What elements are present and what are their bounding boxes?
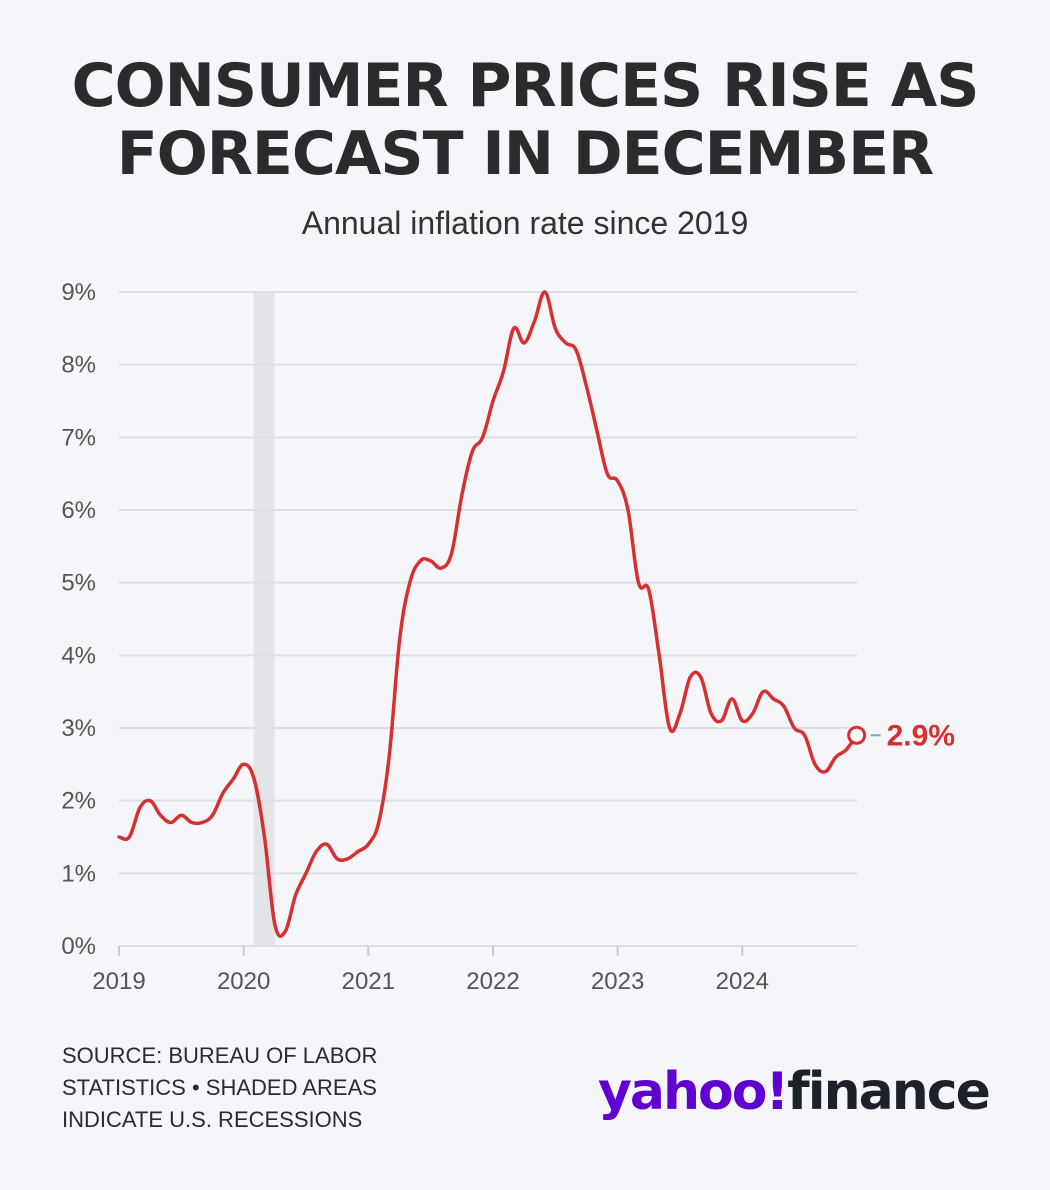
logo-product: finance: [787, 1062, 991, 1122]
y-axis-ticks: 0% 1% 2% 3% 4% 5% 6% 7% 8% 9%: [61, 279, 96, 960]
y-tick-label: 9%: [61, 279, 96, 306]
y-tick-label: 2%: [61, 788, 96, 815]
chart-title-line-1: CONSUMER PRICES RISE AS: [71, 51, 980, 121]
inflation-series-line: [117, 290, 859, 938]
y-tick-label: 5%: [61, 570, 96, 597]
y-tick-label: 6%: [61, 497, 96, 524]
end-point-marker: [847, 725, 867, 745]
series-line-group: [117, 290, 859, 938]
y-tick-label: 4%: [61, 642, 96, 669]
recession-band-1: [253, 292, 275, 946]
yahoo-finance-logo: yahoo!finance: [598, 1060, 998, 1124]
chart-title-line-2: FORECAST IN DECEMBER: [116, 119, 935, 189]
y-tick-label: 8%: [61, 352, 96, 379]
end-value-label: 2.9%: [887, 719, 955, 752]
x-tick-label: 2020: [217, 968, 270, 995]
end-marker-group: 2.9%: [847, 719, 955, 752]
y-tick-label: 3%: [61, 715, 96, 742]
y-tick-label: 0%: [61, 933, 96, 960]
x-tick-label: 2023: [591, 968, 644, 995]
x-tick-label: 2019: [92, 968, 145, 995]
recession-shading-group: [253, 292, 275, 946]
source-line-1: SOURCE: BUREAU OF LABOR: [62, 1043, 378, 1068]
x-tick-label: 2021: [342, 968, 395, 995]
x-axis-ticks: 2019 2020 2021 2022 2023 2024: [92, 946, 769, 995]
x-tick-label: 2022: [466, 968, 519, 995]
source-line-3: INDICATE U.S. RECESSIONS: [62, 1107, 363, 1132]
gridlines: [119, 291, 857, 947]
source-line-2: STATISTICS • SHADED AREAS: [62, 1075, 377, 1100]
chart-title: CONSUMER PRICES RISE AS FORECAST IN DECE…: [0, 52, 1050, 188]
inflation-line-chart: 0% 1% 2% 3% 4% 5% 6% 7% 8% 9% 2019 2020 2021 2022 202…: [61, 279, 955, 995]
y-tick-label: 1%: [61, 860, 96, 887]
y-tick-label: 7%: [61, 424, 96, 451]
logo-brand: yahoo!: [598, 1062, 789, 1122]
chart-subtitle: Annual inflation rate since 2019: [301, 205, 749, 241]
source-note: SOURCE: BUREAU OF LABOR STATISTICS • SHA…: [62, 1040, 462, 1136]
x-tick-label: 2024: [716, 968, 769, 995]
